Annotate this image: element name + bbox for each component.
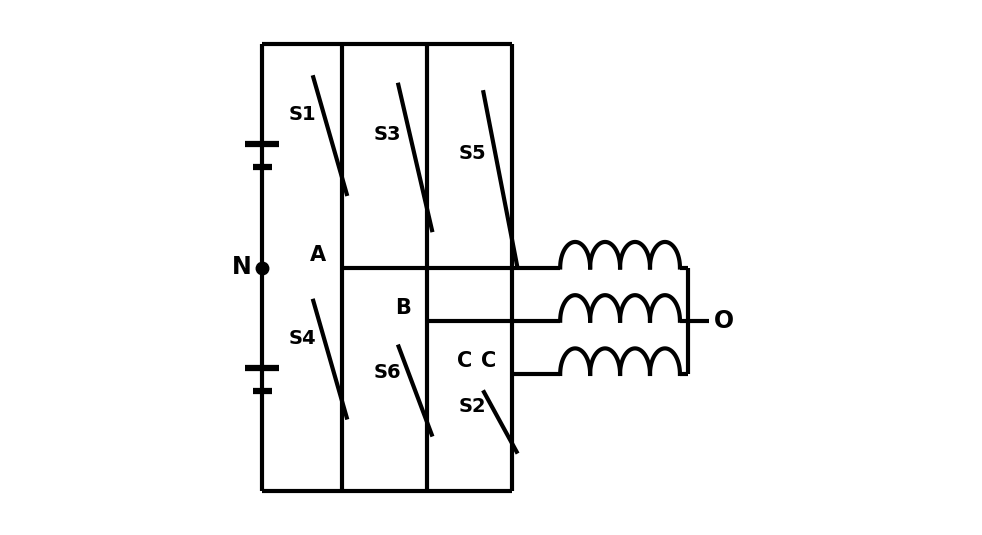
Text: C: C xyxy=(481,351,496,371)
Text: O: O xyxy=(714,309,734,333)
Text: S3: S3 xyxy=(373,125,401,144)
Text: S6: S6 xyxy=(373,363,401,382)
Text: S4: S4 xyxy=(289,329,316,348)
Text: S2: S2 xyxy=(459,396,486,416)
Text: S5: S5 xyxy=(459,144,486,163)
Text: A: A xyxy=(310,245,326,265)
Text: C: C xyxy=(458,351,472,371)
Text: S1: S1 xyxy=(289,105,316,125)
Text: N: N xyxy=(232,256,251,279)
Text: B: B xyxy=(396,298,411,318)
